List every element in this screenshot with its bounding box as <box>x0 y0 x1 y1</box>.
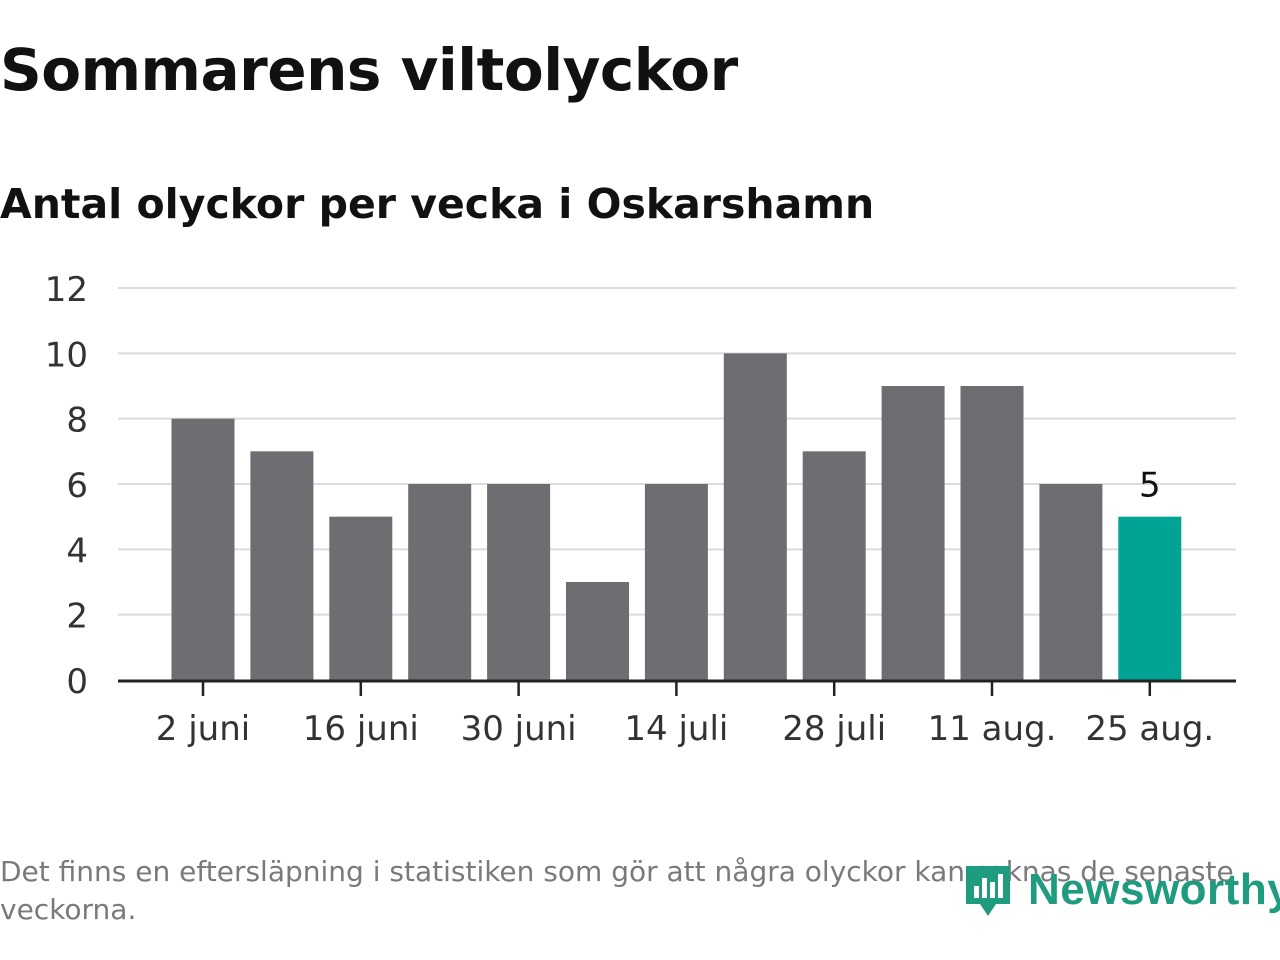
y-axis-labels: 0 2 4 6 8 10 12 <box>45 270 88 702</box>
y-tick-label: 8 <box>66 401 88 441</box>
x-tick-label: 25 aug. <box>1085 709 1214 749</box>
bar <box>329 516 393 680</box>
chart-subtitle: Antal olyckor per vecka i Oskarshamn <box>0 180 875 228</box>
footnote: Det finns en eftersläpning i statistiken… <box>0 855 1234 926</box>
bar <box>487 484 551 680</box>
bar <box>566 582 629 680</box>
newsworthy-logo: Newsworthy <box>962 860 1280 920</box>
bar-chart-location-icon <box>966 866 1010 916</box>
x-tick-label: 14 juli <box>624 709 728 749</box>
chart-title: Sommarens viltolyckor <box>0 36 738 104</box>
x-axis-ticks: 2 juni 16 juni 30 juni 14 juli 28 juli 11 aug… <box>156 681 1214 749</box>
bar <box>644 484 708 680</box>
bar <box>1118 516 1182 680</box>
x-tick-label: 2 juni <box>156 709 250 749</box>
y-tick-label: 2 <box>66 597 88 637</box>
x-tick-label: 11 aug. <box>928 709 1057 749</box>
logo-text: Newsworthy <box>1028 865 1280 914</box>
bar <box>408 484 472 680</box>
y-tick-label: 12 <box>45 270 88 310</box>
x-tick-label: 30 juni <box>461 709 577 749</box>
bar <box>881 386 945 680</box>
data-label: 5 <box>1139 466 1161 506</box>
bar-chart: 0 2 4 6 8 10 12 2 juni 16 juni 30 juni 14 juli 28 … <box>45 270 1236 749</box>
bar <box>723 353 787 680</box>
y-tick-label: 10 <box>45 335 88 375</box>
y-tick-label: 0 <box>66 662 88 702</box>
bar <box>171 418 235 680</box>
bar <box>960 386 1024 680</box>
bar <box>1039 484 1103 680</box>
bar <box>250 451 314 680</box>
bars <box>171 353 1182 680</box>
data-labels: 5 <box>1139 466 1161 506</box>
x-tick-label: 28 juli <box>782 709 886 749</box>
y-tick-label: 4 <box>66 531 88 571</box>
y-tick-label: 6 <box>66 466 88 506</box>
x-tick-label: 16 juni <box>303 709 419 749</box>
bar <box>802 451 866 680</box>
